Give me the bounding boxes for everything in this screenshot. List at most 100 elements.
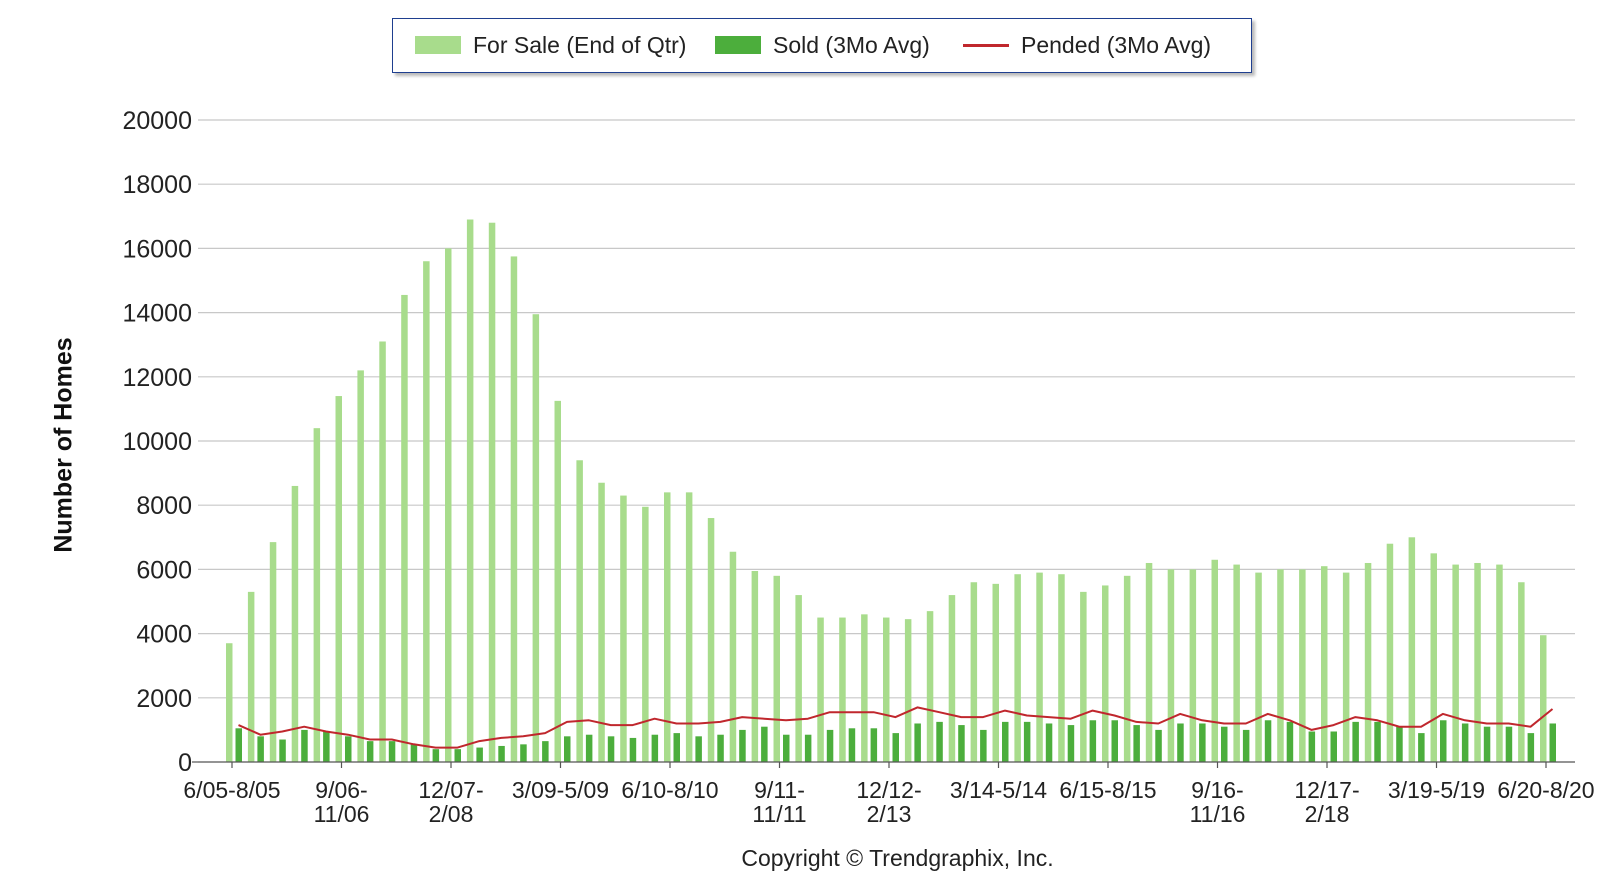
- sold-bar: [564, 736, 571, 762]
- for-sale-bar: [1255, 572, 1262, 762]
- for-sale-bar: [1211, 559, 1218, 762]
- x-tick-label: 6/10-8/10: [621, 777, 718, 803]
- y-tick-label: 16000: [122, 235, 192, 263]
- sold-bar: [1264, 720, 1272, 762]
- y-tick-label: 8000: [136, 492, 192, 520]
- pended-line-layer: [238, 706, 1554, 749]
- y-tick-label: 4000: [136, 621, 192, 649]
- y-tick-label: 0: [178, 749, 192, 777]
- for-sale-bar: [795, 595, 802, 762]
- for-sale-bar: [1342, 572, 1350, 762]
- x-tick-label: 6/05-8/05: [183, 777, 280, 803]
- x-tick-label: 11/16: [1190, 801, 1246, 827]
- sold-bars: [235, 720, 1556, 762]
- x-axis-tick-labels: 6/05-8/05 9/06-11/06 12/07-2/08 3/09-5/09 6/…: [183, 777, 1594, 827]
- sold-bar: [1133, 725, 1140, 762]
- x-tick-label: 6/15-8/15: [1059, 777, 1156, 803]
- y-tick-label: 6000: [136, 556, 192, 584]
- for-sale-bar: [379, 341, 386, 762]
- for-sale-bar: [729, 551, 737, 762]
- x-tick-label: 2/08: [429, 801, 474, 827]
- for-sale-bar: [1080, 591, 1087, 762]
- for-sale-bar: [707, 518, 715, 762]
- sold-bar: [629, 737, 637, 762]
- sold-bar: [1483, 726, 1491, 762]
- for-sale-bar: [1277, 569, 1284, 762]
- x-tick-label: 12/07-: [418, 777, 483, 803]
- for-sale-bar: [1299, 569, 1306, 762]
- sold-bar: [892, 733, 899, 762]
- pended-line: [238, 706, 1554, 749]
- sold-bar: [257, 736, 264, 762]
- for-sale-bar: [883, 617, 890, 762]
- x-tick-label: 9/06-: [315, 777, 367, 803]
- sold-bar: [717, 734, 724, 762]
- sold-bar: [1374, 721, 1381, 762]
- for-sale-bar: [1496, 564, 1503, 762]
- x-tick-label: 11/11: [752, 801, 806, 827]
- for-sale-bar: [926, 611, 934, 762]
- for-sale-bar: [1167, 569, 1175, 762]
- for-sale-bar: [1518, 582, 1525, 762]
- for-sale-bar: [313, 428, 321, 762]
- sold-bar: [870, 728, 878, 762]
- sold-bar: [410, 744, 418, 762]
- sold-bar: [1418, 733, 1425, 762]
- for-sale-bar: [401, 294, 408, 762]
- sold-bar: [826, 729, 834, 762]
- for-sale-bar: [445, 248, 452, 762]
- for-sale-bar: [1408, 537, 1416, 762]
- sold-bar: [1221, 726, 1228, 762]
- for-sale-bar: [664, 492, 671, 762]
- x-tick-label: 2/18: [1305, 801, 1350, 827]
- for-sale-bar: [773, 575, 780, 762]
- for-sale-bar: [1058, 574, 1065, 762]
- for-sale-bar: [1452, 564, 1459, 762]
- x-tick-label: 3/14-5/14: [950, 777, 1047, 803]
- sold-bar: [1308, 731, 1316, 762]
- x-tick-label: 11/06: [314, 801, 370, 827]
- y-tick-label: 10000: [122, 428, 192, 456]
- sold-bar: [1045, 723, 1053, 762]
- for-sale-bar: [291, 485, 299, 762]
- sold-bar: [958, 725, 965, 762]
- sold-bar: [323, 731, 330, 762]
- x-tick-label: 6/20-8/20: [1497, 777, 1594, 803]
- sold-bar: [345, 736, 352, 762]
- sold-bar: [651, 734, 659, 762]
- sold-bar: [739, 729, 746, 762]
- sold-bar: [695, 736, 702, 762]
- y-tick-label: 20000: [122, 107, 192, 135]
- for-sale-bar: [423, 261, 430, 762]
- sold-bar: [366, 741, 374, 762]
- y-tick-label: 2000: [136, 685, 192, 713]
- for-sale-bar: [642, 506, 649, 762]
- for-sale-bar: [226, 643, 233, 762]
- for-sale-bar: [839, 617, 846, 762]
- x-tick-label: 3/09-5/09: [512, 777, 609, 803]
- for-sale-bar: [1430, 553, 1437, 762]
- legend-item-sold[interactable]: Sold (3Mo Avg): [715, 19, 930, 71]
- y-tick-label: 18000: [122, 171, 192, 199]
- sold-bar: [914, 723, 921, 762]
- sold-bar: [1002, 721, 1009, 762]
- for-sale-bar: [817, 617, 824, 762]
- sold-bar: [761, 726, 768, 762]
- sold-bar: [1396, 726, 1403, 762]
- for-sale-bar: [685, 492, 693, 762]
- sold-bar: [1242, 729, 1250, 762]
- sold-bar: [848, 728, 856, 762]
- sold-bar: [542, 741, 549, 762]
- x-tick-label: 2/13: [867, 801, 912, 827]
- legend-item-pended[interactable]: Pended (3Mo Avg): [963, 19, 1211, 71]
- for-sale-bar: [904, 619, 912, 762]
- for-sale-bar: [598, 482, 605, 762]
- for-sale-bar: [576, 460, 583, 762]
- legend-swatch-sold: [715, 36, 761, 54]
- for-sale-bar: [247, 591, 255, 762]
- legend-item-for-sale[interactable]: For Sale (End of Qtr): [415, 19, 686, 71]
- for-sale-bar: [948, 595, 956, 762]
- for-sale-bar: [1123, 575, 1131, 762]
- sold-bar: [1440, 720, 1447, 762]
